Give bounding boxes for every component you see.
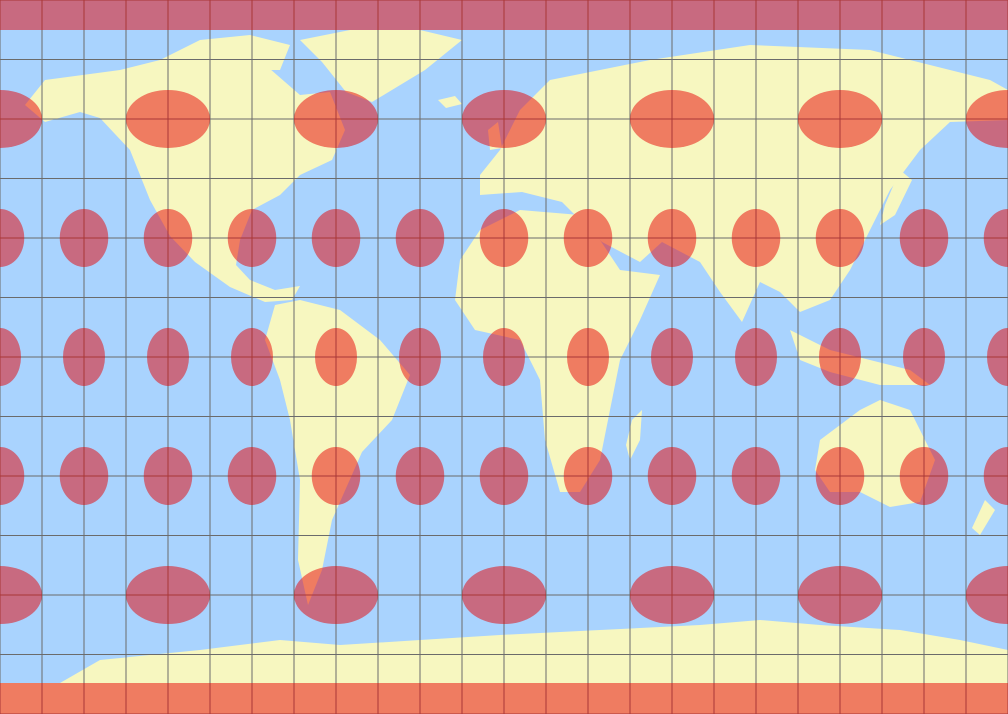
tissot-indicatrix <box>983 447 1008 506</box>
tissot-indicatrix <box>563 208 613 267</box>
tissot-indicatrix <box>731 208 781 267</box>
greenland <box>300 30 462 102</box>
tissot-indicatrix <box>0 208 25 267</box>
tissot-indicatrix <box>227 208 277 267</box>
north-polar-band <box>0 0 1008 30</box>
tissot-indicatrix <box>647 208 697 267</box>
tissot-indicatrix <box>0 89 42 148</box>
tissot-indicatrix <box>0 566 42 625</box>
tissot-indicatrix <box>966 566 1008 625</box>
tissot-indicatrix <box>819 328 861 386</box>
tissot-indicatrix <box>0 328 21 386</box>
tissot-indicatrix <box>651 328 693 386</box>
tissot-indicatrix <box>567 328 609 386</box>
tissot-indicatrix <box>815 447 865 506</box>
tissot-indicatrix <box>479 208 529 267</box>
tissot-indicatrix <box>0 447 25 506</box>
tissot-indicatrix <box>731 447 781 506</box>
tissot-indicatrix <box>399 328 441 386</box>
tissot-indicatrix <box>462 89 546 148</box>
tissot-indicatrix <box>630 566 714 625</box>
north-america <box>25 50 345 302</box>
south-polar-band <box>0 683 1008 714</box>
tissot-indicatrix <box>311 447 361 506</box>
tissot-indicatrix <box>126 89 210 148</box>
tissot-indicatrix <box>966 89 1008 148</box>
iceland <box>438 96 462 108</box>
tissot-indicatrix <box>479 447 529 506</box>
tissot-indicatrix <box>231 328 273 386</box>
tissot-indicatrix <box>147 328 189 386</box>
tissot-indicatrix <box>735 328 777 386</box>
tissot-indicatrix <box>815 208 865 267</box>
tissot-indicatrix <box>630 89 714 148</box>
tissot-indicatrix <box>483 328 525 386</box>
tissot-indicatrix <box>315 328 357 386</box>
tissot-indicatrix <box>143 447 193 506</box>
canadian-archipelago <box>160 35 290 70</box>
tissot-indicatrix <box>395 208 445 267</box>
tissot-indicatrix <box>987 328 1008 386</box>
tissot-indicatrix <box>227 447 277 506</box>
japan <box>880 170 912 225</box>
tissot-indicatrix <box>647 447 697 506</box>
new-zealand <box>972 500 995 535</box>
tissot-indicatrix <box>462 566 546 625</box>
tissot-indicatrix <box>311 208 361 267</box>
tissot-indicatrix <box>59 208 109 267</box>
tissot-indicatrix <box>563 447 613 506</box>
tissot-indicatrix <box>983 208 1008 267</box>
tissot-indicatrix <box>899 208 949 267</box>
tissot-indicatrix <box>59 447 109 506</box>
tissot-indicatrix <box>798 566 882 625</box>
tissot-indicatrix <box>798 89 882 148</box>
tissot-indicatrix <box>126 566 210 625</box>
tissot-indicatrix <box>395 447 445 506</box>
tissot-indicatrix <box>143 208 193 267</box>
tissot-indicatrix <box>294 566 378 625</box>
tissot-indicatrix <box>899 447 949 506</box>
africa <box>455 210 660 492</box>
tissot-indicatrix <box>903 328 945 386</box>
tissot-indicatrix <box>63 328 105 386</box>
tissot-indicatrix <box>294 89 378 148</box>
